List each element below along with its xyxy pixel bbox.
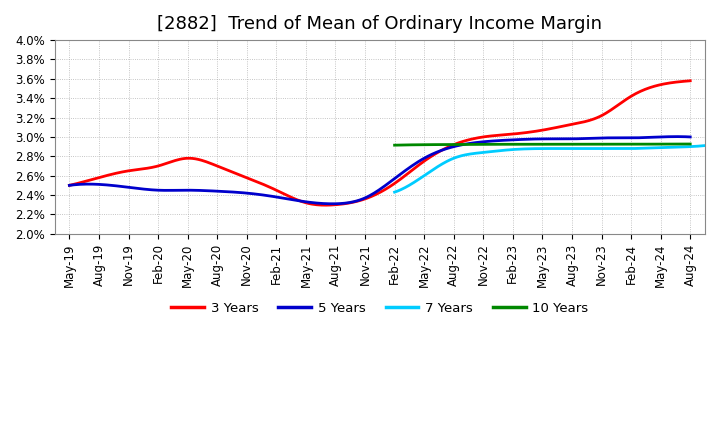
Legend: 3 Years, 5 Years, 7 Years, 10 Years: 3 Years, 5 Years, 7 Years, 10 Years bbox=[166, 297, 593, 320]
Title: [2882]  Trend of Mean of Ordinary Income Margin: [2882] Trend of Mean of Ordinary Income … bbox=[157, 15, 603, 33]
